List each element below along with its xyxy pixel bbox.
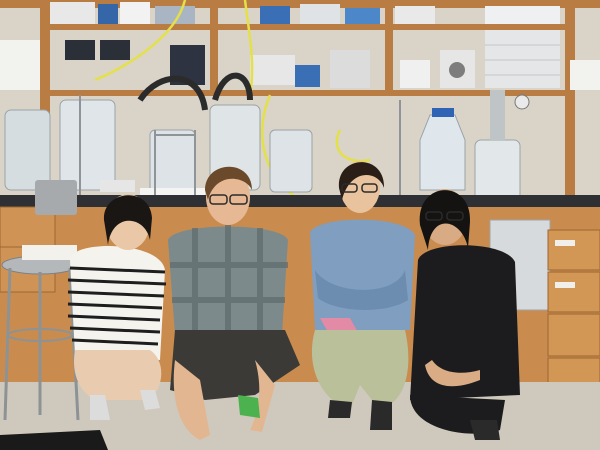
lab-stool [1,180,80,421]
countertop [0,195,600,207]
metal-stands [79,95,401,195]
person-black-dress [410,189,520,440]
black-bag [0,430,108,450]
person-denim-shirt [310,161,415,430]
person-striped-shirt [67,194,167,420]
upper-shelves [0,0,600,200]
dark-tubing [137,72,253,111]
person-plaid-shirt [168,166,300,440]
